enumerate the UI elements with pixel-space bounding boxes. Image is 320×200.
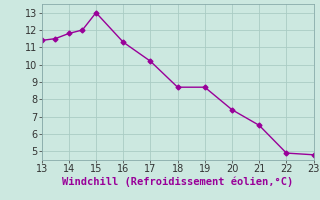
X-axis label: Windchill (Refroidissement éolien,°C): Windchill (Refroidissement éolien,°C) bbox=[62, 177, 293, 187]
